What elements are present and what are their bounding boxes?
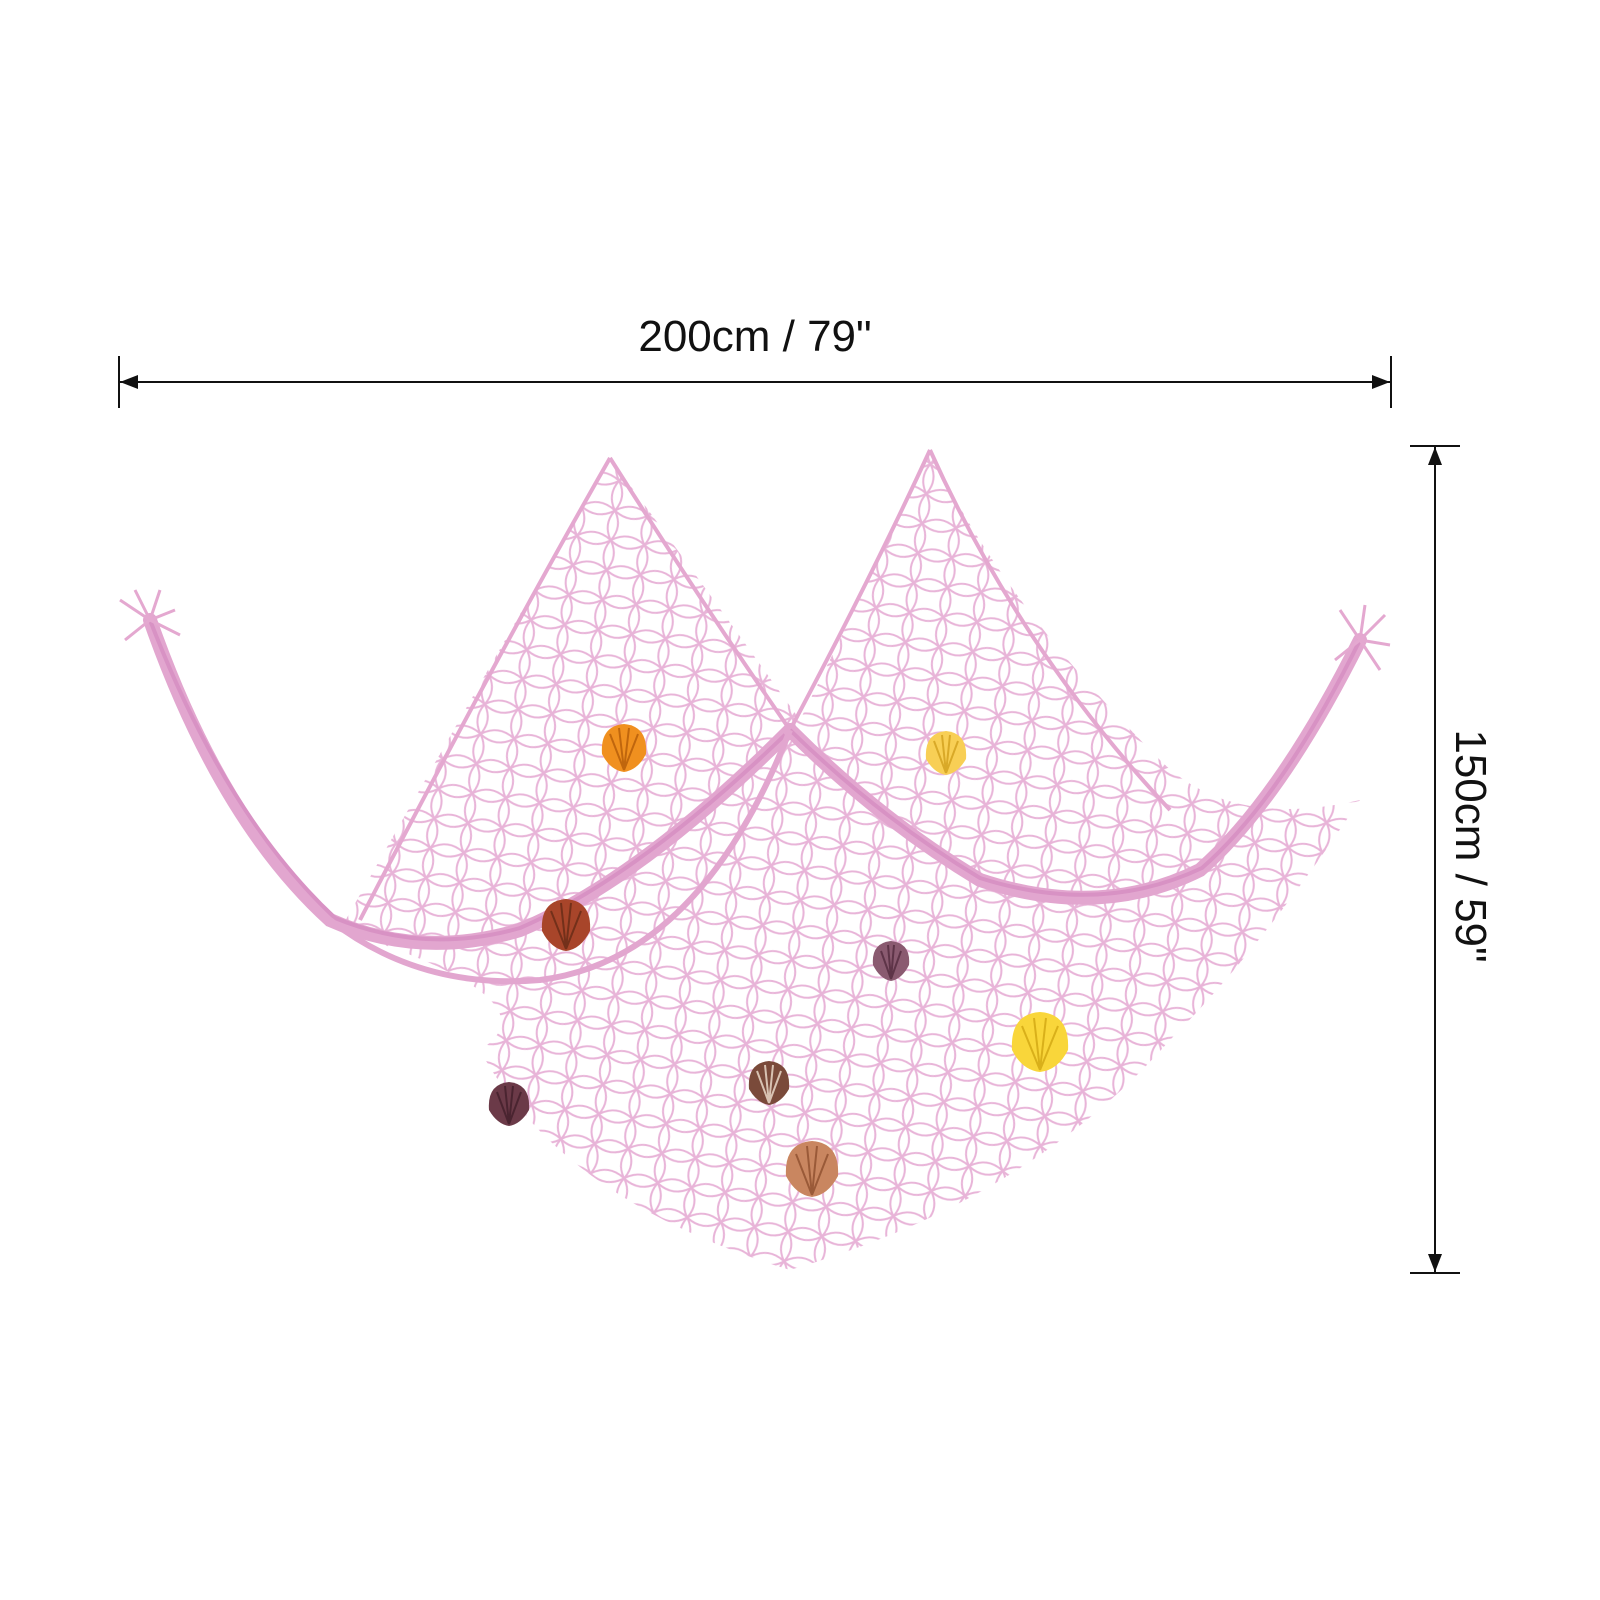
height-arrow-bottom-icon bbox=[1428, 1254, 1442, 1272]
net-mesh bbox=[340, 450, 1360, 1270]
width-dimension bbox=[118, 356, 1392, 408]
seashells bbox=[488, 724, 1069, 1197]
tassel-right-icon bbox=[1334, 604, 1391, 671]
net-rope-right-peak bbox=[788, 449, 1172, 812]
fishing-net bbox=[119, 449, 1391, 1270]
width-label: 200cm / 79" bbox=[638, 312, 872, 361]
spotted-shell-icon bbox=[748, 1061, 790, 1105]
net-rope-left-peak bbox=[358, 456, 792, 921]
peach-shell-icon bbox=[785, 1141, 839, 1197]
net-rope-front bbox=[328, 728, 793, 985]
purple-shell-icon bbox=[488, 1082, 530, 1126]
width-arrow-left-icon bbox=[120, 375, 138, 389]
tassel-left-icon bbox=[119, 589, 181, 642]
orange-shell-icon bbox=[601, 724, 647, 772]
yellow-shell-small-icon bbox=[925, 731, 967, 775]
height-dimension bbox=[1410, 445, 1460, 1274]
yellow-shell-large-icon bbox=[1011, 1012, 1069, 1072]
purple-shell-small-icon bbox=[872, 941, 910, 981]
width-arrow-right-icon bbox=[1372, 375, 1390, 389]
height-arrow-top-icon bbox=[1428, 447, 1442, 465]
height-label: 150cm / 59" bbox=[1446, 729, 1495, 963]
brown-shell-icon bbox=[541, 899, 591, 951]
